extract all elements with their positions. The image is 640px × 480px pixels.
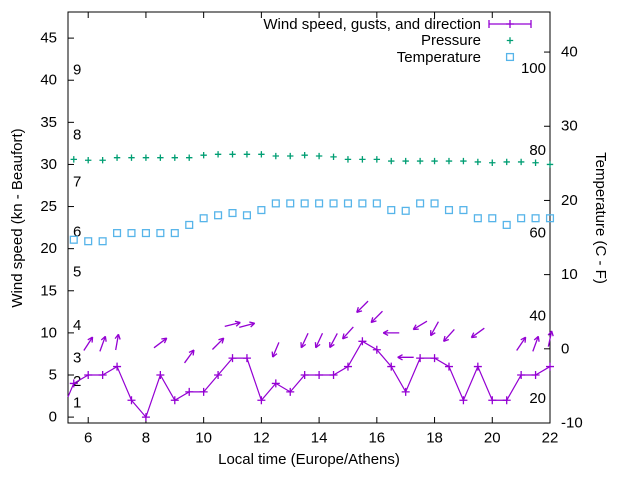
wind-series-line <box>67 337 554 422</box>
x-axis-label: Local time (Europe/Athens) <box>218 451 400 468</box>
fahrenheit-scale-labels: 20 40 60 80 100 <box>521 60 546 407</box>
svg-text:-10: -10 <box>561 415 583 432</box>
legend-sample-markers <box>488 20 532 62</box>
svg-text:10: 10 <box>195 430 212 447</box>
svg-text:6: 6 <box>73 223 81 240</box>
svg-text:30: 30 <box>561 118 578 135</box>
svg-text:25: 25 <box>40 198 57 215</box>
svg-text:0: 0 <box>561 340 569 357</box>
svg-text:7: 7 <box>73 174 81 191</box>
svg-text:4: 4 <box>73 317 81 334</box>
y-axis-left-ticks: 0 5 10 15 20 25 30 35 40 45 <box>40 30 74 426</box>
svg-text:14: 14 <box>311 430 328 447</box>
legend-entry-temperature: Temperature <box>396 48 481 66</box>
y-axis-right-ticks: -10 0 10 20 30 40 <box>544 44 583 432</box>
svg-text:40: 40 <box>40 72 57 89</box>
wind-direction-arrows <box>83 300 554 364</box>
svg-text:10: 10 <box>40 324 57 341</box>
svg-text:6: 6 <box>84 430 92 447</box>
svg-text:45: 45 <box>40 30 57 47</box>
svg-text:22: 22 <box>542 430 559 447</box>
y-axis-right-label: Temperature (C - F) <box>592 152 609 284</box>
svg-text:12: 12 <box>253 430 270 447</box>
svg-text:60: 60 <box>529 225 546 242</box>
svg-text:10: 10 <box>561 266 578 283</box>
legend-entry-pressure: Pressure <box>420 32 481 49</box>
svg-text:18: 18 <box>426 430 443 447</box>
svg-text:16: 16 <box>368 430 385 447</box>
legend-entry-wind: Wind speed, gusts, and direction <box>263 15 481 33</box>
svg-text:5: 5 <box>73 264 81 281</box>
svg-text:80: 80 <box>529 142 546 159</box>
svg-text:1: 1 <box>73 394 81 411</box>
svg-text:30: 30 <box>40 156 57 173</box>
svg-text:0: 0 <box>49 409 57 426</box>
svg-text:20: 20 <box>40 240 57 257</box>
y-axis-left-label: Wind speed (kn - Beaufort) <box>9 128 26 308</box>
pressure-series-points <box>70 151 554 168</box>
plot-border <box>67 11 551 424</box>
temperature-series-points <box>69 199 555 246</box>
svg-text:20: 20 <box>561 192 578 209</box>
svg-text:40: 40 <box>529 308 546 325</box>
x-axis-ticks: 6 8 10 12 14 16 18 20 22 <box>84 12 558 447</box>
svg-text:100: 100 <box>521 60 546 77</box>
svg-text:8: 8 <box>73 126 81 143</box>
svg-text:20: 20 <box>484 430 501 447</box>
svg-text:35: 35 <box>40 114 57 131</box>
svg-text:15: 15 <box>40 282 57 299</box>
svg-text:8: 8 <box>142 430 150 447</box>
svg-text:40: 40 <box>561 44 578 61</box>
svg-text:3: 3 <box>73 350 81 367</box>
svg-text:9: 9 <box>73 62 81 79</box>
svg-text:5: 5 <box>49 366 57 383</box>
svg-text:20: 20 <box>529 390 546 407</box>
